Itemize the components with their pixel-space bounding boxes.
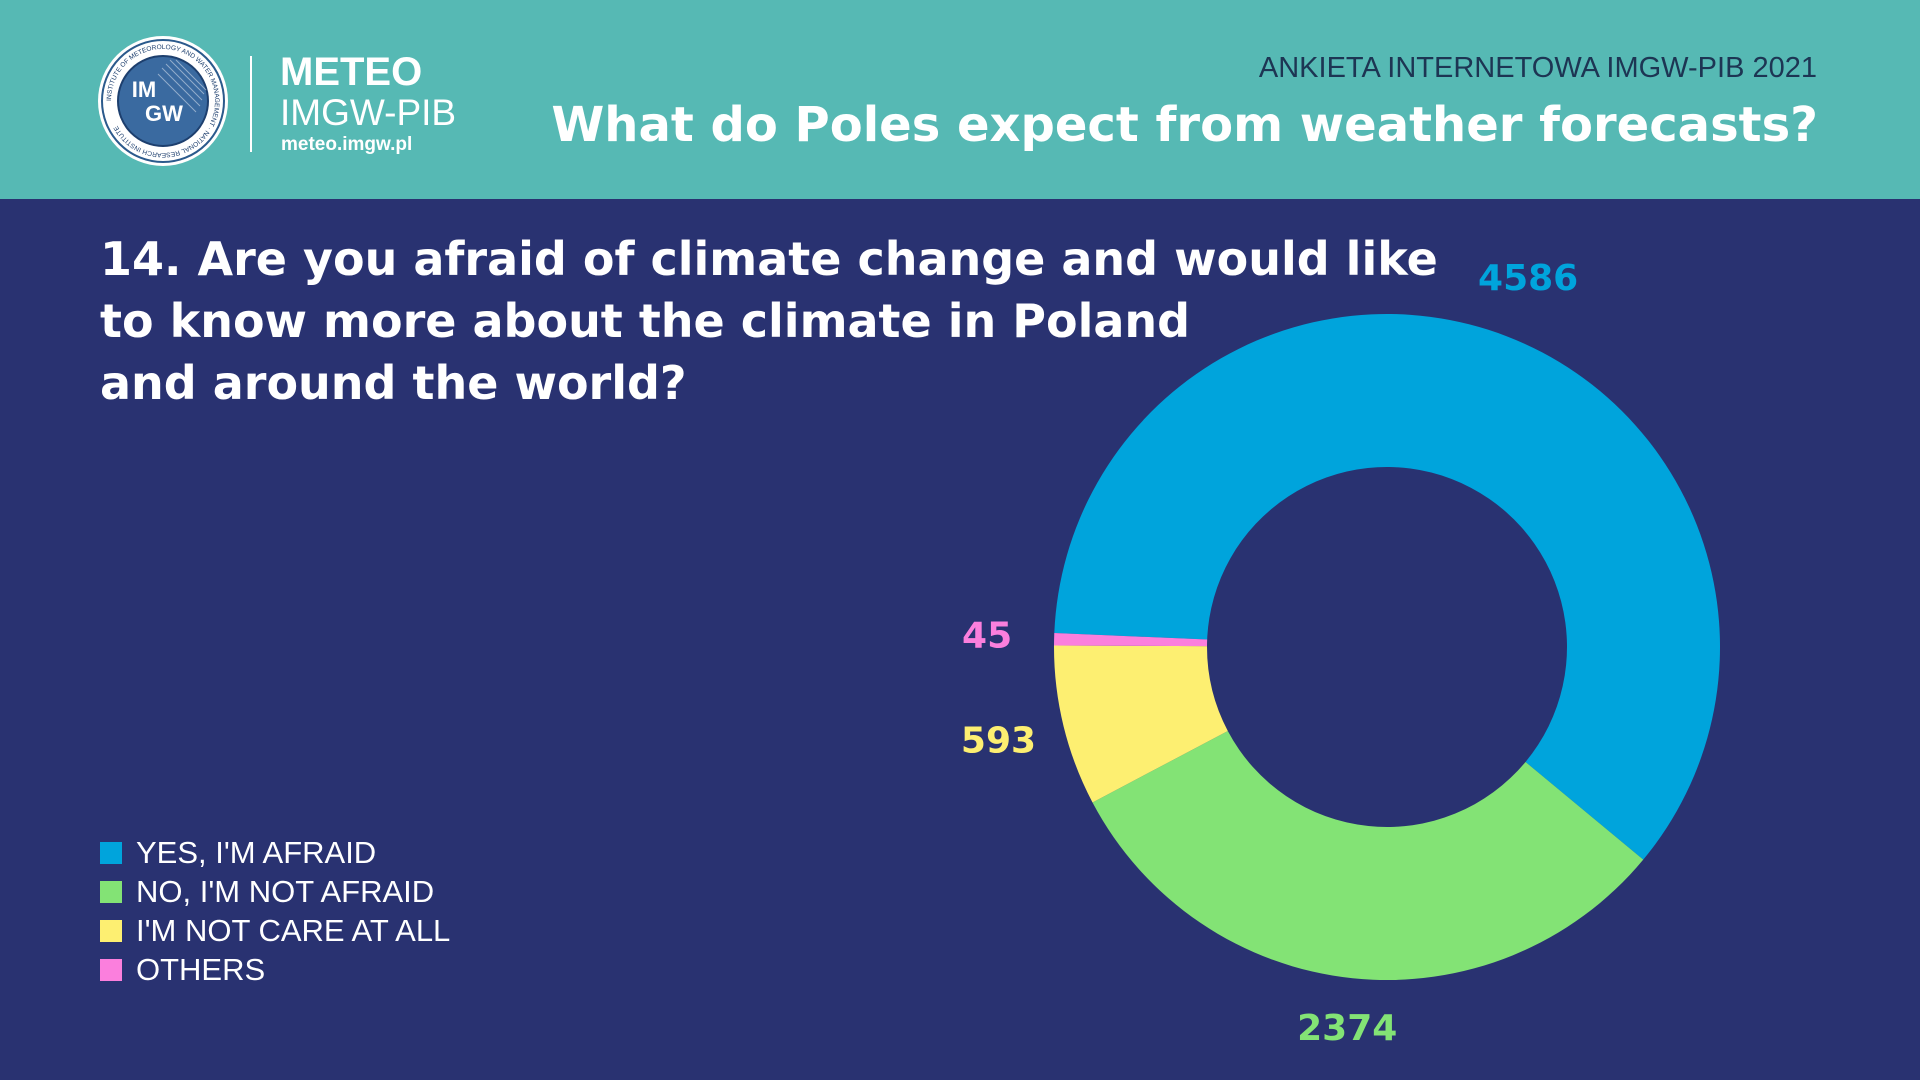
imgw-seal-logo: IM GW INSTITUTE OF METEOROLOGY AND WATER… bbox=[98, 36, 228, 166]
question-line: to know more about the climate in Poland bbox=[100, 294, 1191, 348]
question-text: 14. Are you afraid of climate change and… bbox=[100, 228, 1440, 414]
question-line: and around the world? bbox=[100, 356, 687, 410]
legend-swatch bbox=[100, 841, 122, 864]
data-label-no-i-m-not-afraid: 2374 bbox=[1297, 1008, 1397, 1049]
legend-item-i-m-not-care-at-all: I'M NOT CARE AT ALL bbox=[100, 911, 450, 950]
donut-slice-i-m-not-care-at-all bbox=[1054, 645, 1228, 803]
legend-item-yes-i-m-afraid: YES, I'M AFRAID bbox=[100, 833, 450, 872]
legend-label: I'M NOT CARE AT ALL bbox=[136, 912, 451, 948]
donut-slice-no-i-m-not-afraid bbox=[1092, 731, 1644, 981]
logo-divider bbox=[250, 56, 252, 152]
legend-label: OTHERS bbox=[136, 951, 266, 987]
survey-name: ANKIETA INTERNETOWA IMGW-PIB 2021 bbox=[1258, 52, 1817, 84]
data-label-yes-i-m-afraid: 4586 bbox=[1478, 258, 1578, 299]
legend-label: YES, I'M AFRAID bbox=[136, 834, 377, 870]
header-banner: IM GW INSTITUTE OF METEOROLOGY AND WATER… bbox=[0, 0, 1920, 199]
page-title: What do Poles expect from weather foreca… bbox=[551, 97, 1818, 153]
legend-swatch bbox=[100, 919, 122, 942]
data-label-others: 45 bbox=[962, 616, 1012, 657]
legend-swatch bbox=[100, 958, 122, 981]
chart-legend: YES, I'M AFRAID NO, I'M NOT AFRAID I'M NOT… bbox=[100, 833, 450, 989]
data-label-i-m-not-care-at-all: 593 bbox=[961, 720, 1036, 761]
question-line: 14. Are you afraid of climate change and… bbox=[100, 232, 1438, 286]
seal-im-text: IM bbox=[132, 77, 156, 102]
donut-slice-yes-i-m-afraid bbox=[1054, 314, 1720, 860]
brand-subtitle: IMGW-PIB bbox=[280, 92, 457, 133]
legend-label: NO, I'M NOT AFRAID bbox=[136, 873, 435, 909]
brand-url: meteo.imgw.pl bbox=[281, 134, 413, 155]
seal-gw-text: GW bbox=[145, 101, 183, 126]
legend-item-others: OTHERS bbox=[100, 950, 450, 989]
legend-swatch bbox=[100, 880, 122, 903]
brand-title: METEO bbox=[280, 50, 423, 94]
donut-slice-others bbox=[1054, 633, 1208, 647]
legend-item-no-i-m-not-afraid: NO, I'M NOT AFRAID bbox=[100, 872, 450, 911]
